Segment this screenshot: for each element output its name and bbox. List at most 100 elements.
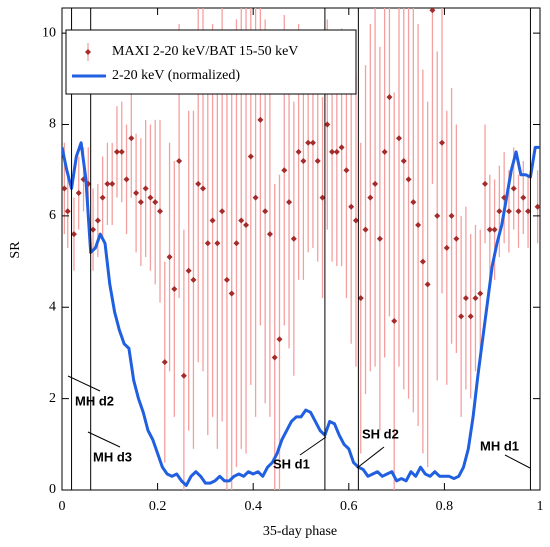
data-point <box>333 148 340 155</box>
legend-label: 2-20 keV (normalized) <box>112 68 240 83</box>
data-point <box>319 194 326 201</box>
data-point <box>238 217 245 224</box>
annotation-leader <box>299 436 327 456</box>
data-point <box>118 148 125 155</box>
data-point <box>367 194 374 201</box>
data-point <box>223 276 230 283</box>
x-tick-label: 0 <box>59 499 66 514</box>
data-point <box>505 208 512 215</box>
data-point <box>510 185 517 192</box>
data-point <box>395 135 402 142</box>
data-point <box>343 167 350 174</box>
data-point <box>99 194 106 201</box>
data-point <box>486 226 493 233</box>
data-point <box>314 158 321 165</box>
data-point <box>300 158 307 165</box>
data-point <box>70 231 77 238</box>
data-point <box>64 208 71 215</box>
data-point <box>443 244 450 251</box>
data-point <box>257 116 264 123</box>
data-point <box>171 285 178 292</box>
annotation: MH d2 <box>75 393 114 408</box>
data-point <box>185 267 192 274</box>
data-point <box>271 354 278 361</box>
data-point <box>467 313 474 320</box>
data-point <box>434 212 441 219</box>
data-point <box>381 148 388 155</box>
data-point <box>515 208 522 215</box>
data-point <box>180 372 187 379</box>
data-point <box>166 253 173 260</box>
annotation-leader <box>87 431 121 448</box>
data-point <box>357 295 364 302</box>
data-point <box>209 217 216 224</box>
data-point <box>104 180 111 187</box>
data-point <box>262 208 269 215</box>
data-point <box>482 180 489 187</box>
data-point <box>266 231 273 238</box>
data-point <box>200 185 207 192</box>
x-tick-label: 0.8 <box>436 499 454 514</box>
data-point <box>534 203 540 210</box>
annotation: MH d3 <box>93 449 132 464</box>
data-point <box>338 144 345 151</box>
data-point <box>453 235 460 242</box>
data-point <box>415 222 422 229</box>
data-point <box>286 199 293 206</box>
data-point <box>142 185 149 192</box>
data-point <box>410 199 417 206</box>
data-point <box>305 139 312 146</box>
data-point <box>324 121 331 128</box>
data-point <box>329 148 336 155</box>
data-point <box>448 212 455 219</box>
data-point <box>405 176 412 183</box>
data-point <box>204 240 211 247</box>
y-axis-label: SR <box>8 241 23 259</box>
data-point <box>152 199 159 206</box>
data-point <box>424 281 431 288</box>
plot-frame <box>61 7 541 491</box>
annotation: MH d1 <box>480 438 519 453</box>
data-point <box>252 194 259 201</box>
data-point <box>123 176 130 183</box>
data-point <box>348 203 355 210</box>
x-tick-label: 0.4 <box>244 499 262 514</box>
data-point <box>195 180 202 187</box>
data-point <box>309 139 316 146</box>
annotation-leader <box>356 446 385 469</box>
data-point <box>243 222 250 229</box>
data-point <box>109 180 116 187</box>
data-point <box>214 240 221 247</box>
data-point <box>156 208 163 215</box>
data-point <box>133 190 140 197</box>
data-point <box>372 180 379 187</box>
data-point <box>472 295 479 302</box>
data-point <box>75 190 82 197</box>
data-point <box>94 217 101 224</box>
data-point <box>491 226 498 233</box>
line-series <box>62 141 540 487</box>
data-point <box>525 208 532 215</box>
data-point <box>458 313 465 320</box>
data-point <box>290 235 297 242</box>
data-point <box>228 290 235 297</box>
data-point <box>400 158 407 165</box>
y-tick-label: 10 <box>42 25 56 40</box>
data-point <box>190 276 197 283</box>
data-point <box>90 226 97 233</box>
y-tick-label: 0 <box>49 482 56 497</box>
data-point <box>386 94 393 101</box>
y-tick-label: 6 <box>49 208 56 223</box>
x-tick-label: 0.2 <box>149 499 167 514</box>
y-tick-label: 4 <box>49 299 56 314</box>
data-point <box>219 208 226 215</box>
x-tick-label: 0.6 <box>340 499 358 514</box>
data-point <box>233 240 240 247</box>
data-point <box>439 139 446 146</box>
annotation-leader <box>67 375 101 392</box>
data-point <box>176 158 183 165</box>
data-point <box>391 317 398 324</box>
legend-box <box>65 29 357 95</box>
data-point <box>295 148 302 155</box>
annotation: SH d2 <box>362 426 399 441</box>
